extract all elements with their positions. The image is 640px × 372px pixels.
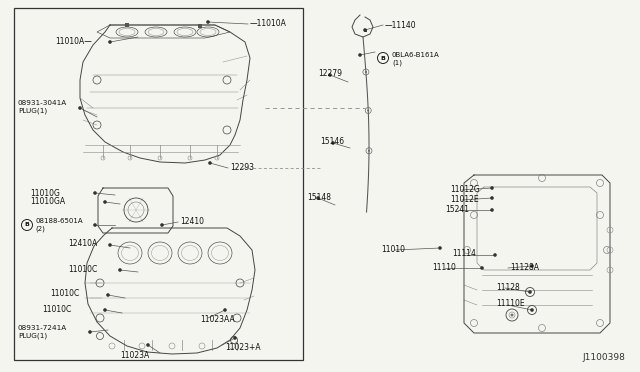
Circle shape — [108, 40, 112, 44]
Text: 12410A: 12410A — [68, 240, 97, 248]
Circle shape — [223, 308, 227, 312]
Text: 11023AA: 11023AA — [200, 314, 235, 324]
Circle shape — [160, 223, 164, 227]
Text: —11140: —11140 — [385, 20, 417, 29]
Circle shape — [316, 196, 320, 200]
Circle shape — [103, 308, 107, 312]
Text: 11012E: 11012E — [450, 196, 479, 205]
Text: PLUG(1): PLUG(1) — [18, 333, 47, 339]
Text: (1): (1) — [392, 60, 402, 66]
Circle shape — [88, 330, 92, 334]
Circle shape — [364, 28, 367, 32]
Circle shape — [233, 336, 237, 340]
Text: 11110: 11110 — [432, 263, 456, 272]
Circle shape — [480, 266, 484, 270]
Circle shape — [108, 243, 112, 247]
Text: 0BLA6-B161A: 0BLA6-B161A — [392, 52, 440, 58]
Text: 11010C: 11010C — [68, 264, 97, 273]
Text: 11010C: 11010C — [42, 305, 71, 314]
Circle shape — [438, 246, 442, 250]
Circle shape — [332, 141, 335, 145]
Circle shape — [208, 161, 212, 165]
Text: 11010A—: 11010A— — [55, 38, 92, 46]
Text: 11010G: 11010G — [30, 189, 60, 198]
Text: 11023+A: 11023+A — [225, 343, 260, 352]
Text: B: B — [24, 222, 29, 228]
Circle shape — [530, 308, 534, 312]
Text: 11128A: 11128A — [510, 263, 539, 272]
Circle shape — [490, 186, 494, 190]
Text: 12293: 12293 — [230, 164, 254, 173]
Text: 12410: 12410 — [180, 218, 204, 227]
Text: 08931-3041A: 08931-3041A — [18, 100, 67, 106]
Circle shape — [206, 20, 210, 24]
Text: 11023A: 11023A — [120, 350, 149, 359]
Circle shape — [328, 73, 332, 77]
Circle shape — [493, 253, 497, 257]
Circle shape — [106, 293, 110, 297]
Text: 11010GA: 11010GA — [30, 198, 65, 206]
Circle shape — [490, 208, 494, 212]
Circle shape — [367, 109, 369, 112]
Text: 11128: 11128 — [496, 282, 520, 292]
Text: B: B — [381, 55, 385, 61]
Bar — [14, 8, 303, 360]
Text: 11114: 11114 — [452, 250, 476, 259]
Text: 15148: 15148 — [307, 192, 331, 202]
Text: (2): (2) — [35, 226, 45, 232]
Circle shape — [368, 150, 370, 152]
Bar — [198, 24, 202, 28]
Text: PLUG(1): PLUG(1) — [18, 108, 47, 114]
Text: 08931-7241A: 08931-7241A — [18, 325, 67, 331]
Circle shape — [530, 264, 534, 268]
Circle shape — [93, 191, 97, 195]
Circle shape — [103, 200, 107, 204]
Circle shape — [511, 314, 513, 317]
Text: 15241: 15241 — [445, 205, 469, 215]
Circle shape — [490, 196, 494, 200]
Circle shape — [93, 223, 97, 227]
Text: 15146: 15146 — [320, 138, 344, 147]
Circle shape — [358, 53, 362, 57]
Circle shape — [78, 106, 82, 110]
Circle shape — [146, 343, 150, 347]
Text: 11010C: 11010C — [50, 289, 79, 298]
Text: —11010A: —11010A — [250, 19, 287, 29]
Circle shape — [118, 268, 122, 272]
Text: 11110E: 11110E — [496, 299, 525, 308]
Circle shape — [365, 71, 367, 73]
Text: 12279: 12279 — [318, 70, 342, 78]
Text: 11012G: 11012G — [450, 185, 480, 193]
Bar — [364, 29, 367, 32]
Text: 08188-6501A: 08188-6501A — [35, 218, 83, 224]
Bar — [125, 23, 129, 27]
Circle shape — [528, 290, 532, 294]
Text: 11010: 11010 — [381, 244, 405, 253]
Text: J1100398: J1100398 — [582, 353, 625, 362]
